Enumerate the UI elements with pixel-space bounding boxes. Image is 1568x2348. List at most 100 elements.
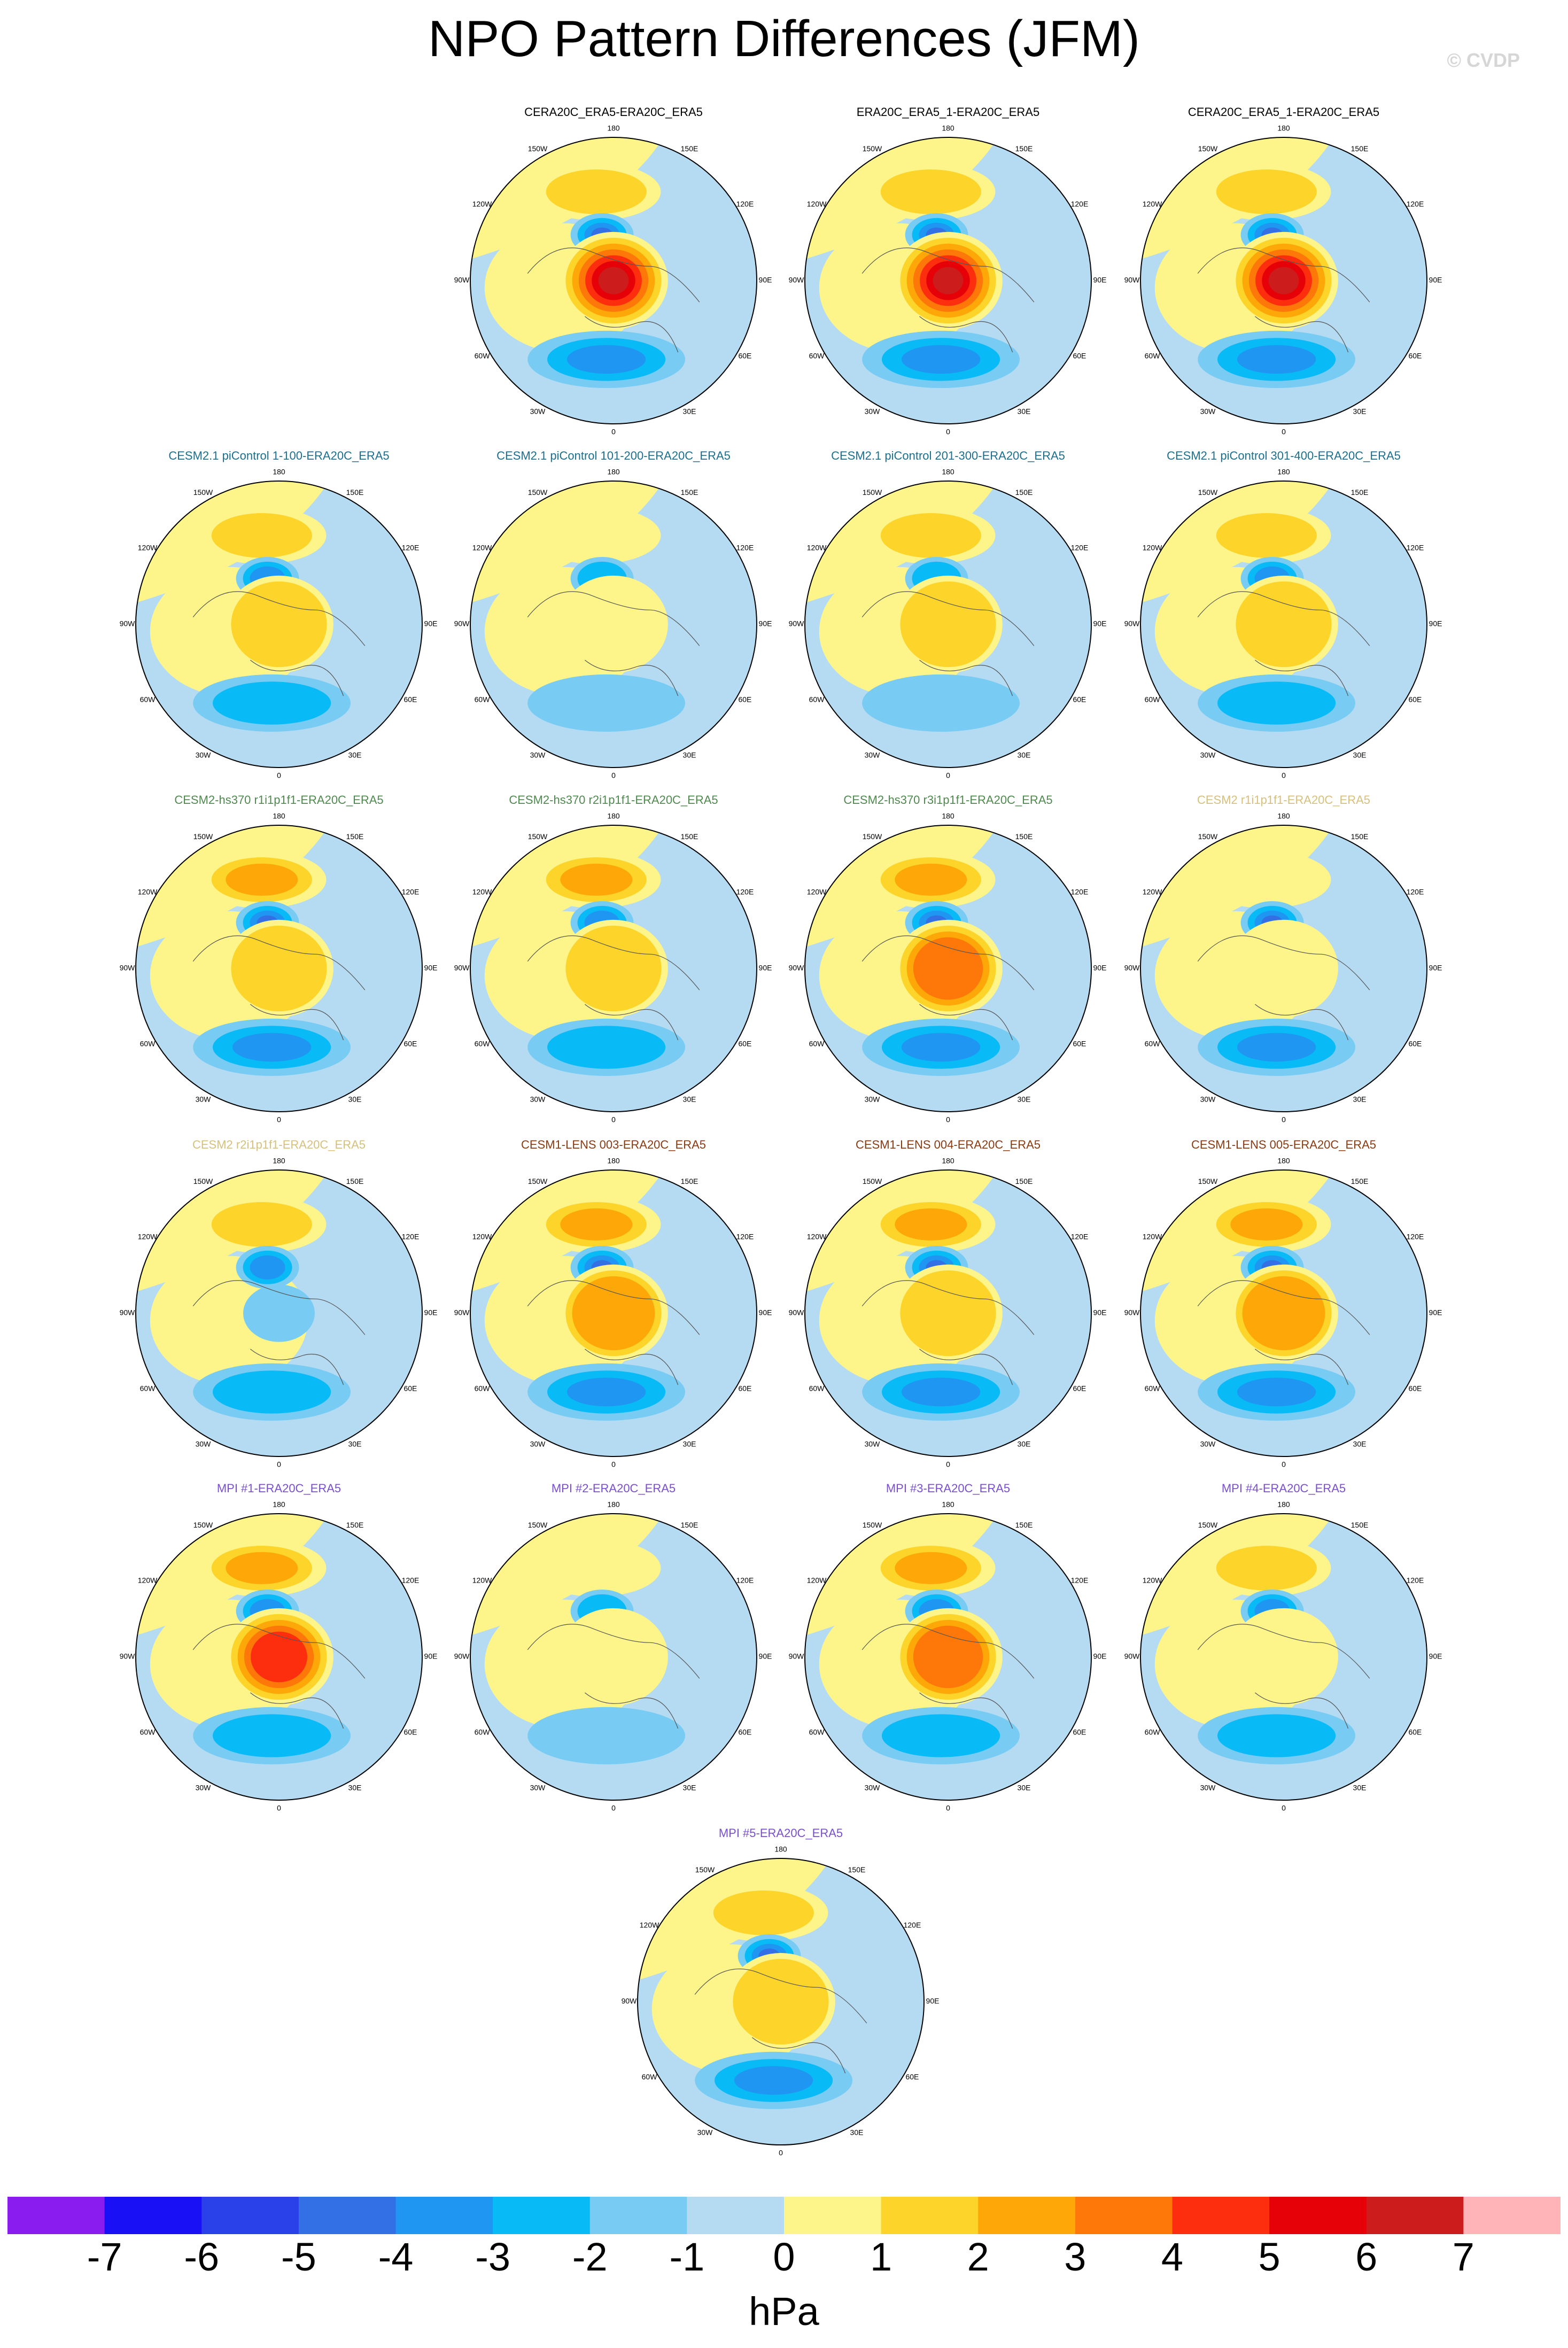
longitude-label: 150W xyxy=(193,488,213,497)
longitude-label: 90E xyxy=(1093,1308,1107,1317)
longitude-label: 180 xyxy=(942,1157,954,1165)
longitude-label: 90E xyxy=(1093,619,1107,628)
longitude-label: 90E xyxy=(926,1997,940,2005)
longitude-label: 30W xyxy=(1200,1784,1216,1792)
longitude-label: 60E xyxy=(1408,1384,1422,1393)
longitude-label: 90E xyxy=(759,1308,772,1317)
longitude-label: 90E xyxy=(759,1652,772,1661)
longitude-label: 60W xyxy=(140,695,156,704)
longitude-label: 150E xyxy=(1351,1177,1369,1185)
longitude-label: 150E xyxy=(1015,144,1033,153)
longitude-label: 60W xyxy=(140,1384,156,1393)
longitude-label: 60E xyxy=(738,1384,751,1393)
longitude-label: 60E xyxy=(403,695,417,704)
map-panel: CESM2 r2i1p1f1-ERA20C_ERA5 180 150E 120E 90E… xyxy=(120,1138,438,1469)
longitude-label: 30W xyxy=(530,1095,546,1104)
colorbar-swatch xyxy=(1366,2197,1464,2234)
longitude-label: 120W xyxy=(1143,1233,1162,1241)
longitude-label: 180 xyxy=(607,1157,620,1165)
colorbar-tick-label: 7 xyxy=(1452,2235,1474,2279)
longitude-label: 90W xyxy=(789,276,805,284)
longitude-label: 120W xyxy=(1143,1576,1162,1585)
longitude-label: 60W xyxy=(475,1384,491,1393)
longitude-label: 150W xyxy=(863,1177,882,1185)
longitude-label: 30W xyxy=(697,2128,713,2137)
copyright-label: © CVDP xyxy=(1447,49,1520,71)
map-panel: CESM2.1 piControl 101-200-ERA20C_ERA5 180… xyxy=(454,449,772,780)
longitude-label: 90W xyxy=(454,964,470,972)
colorbar-swatch xyxy=(1269,2197,1367,2234)
colorbar-tick-label: -5 xyxy=(281,2235,316,2279)
longitude-label: 60W xyxy=(475,1040,491,1048)
longitude-label: 150E xyxy=(1015,488,1033,497)
longitude-label: 150E xyxy=(1351,832,1369,841)
longitude-label: 30E xyxy=(1353,1440,1367,1448)
longitude-label: 30E xyxy=(348,1784,362,1792)
longitude-label: 150E xyxy=(681,832,698,841)
longitude-label: 120W xyxy=(807,200,827,208)
longitude-label: 30W xyxy=(1200,407,1216,416)
colorbar-swatch xyxy=(784,2197,882,2234)
longitude-label: 150E xyxy=(681,1521,698,1529)
longitude-label: 60W xyxy=(140,1040,156,1048)
longitude-label: 60W xyxy=(1145,352,1161,360)
map-panel: CESM2.1 piControl 301-400-ERA20C_ERA5 180… xyxy=(1124,449,1442,780)
longitude-label: 0 xyxy=(1282,771,1286,780)
longitude-label: 120E xyxy=(402,1576,420,1585)
longitude-label: 90E xyxy=(759,619,772,628)
longitude-label: 150W xyxy=(1198,832,1218,841)
longitude-label: 30E xyxy=(348,1095,362,1104)
longitude-label: 150E xyxy=(1015,1177,1033,1185)
colorbar-swatch xyxy=(493,2197,591,2234)
longitude-label: 120W xyxy=(138,544,158,552)
panel-title: CESM1-LENS 005-ERA20C_ERA5 xyxy=(1191,1138,1376,1151)
longitude-label: 90E xyxy=(1429,964,1442,972)
longitude-label: 30W xyxy=(530,751,546,760)
colorbar-swatch xyxy=(1172,2197,1270,2234)
longitude-label: 180 xyxy=(1277,124,1290,133)
longitude-label: 150W xyxy=(1198,1521,1218,1529)
longitude-label: 60E xyxy=(1408,1728,1422,1737)
panel-title: CESM2.1 piControl 201-300-ERA20C_ERA5 xyxy=(831,449,1065,462)
longitude-label: 120W xyxy=(1143,200,1162,208)
panel-title: CESM2.1 piControl 1-100-ERA20C_ERA5 xyxy=(168,449,389,462)
colorbar xyxy=(7,2197,1561,2234)
longitude-label: 30E xyxy=(1018,1095,1031,1104)
panel-title: CESM2.1 piControl 101-200-ERA20C_ERA5 xyxy=(496,449,731,462)
longitude-label: 90W xyxy=(1124,1652,1140,1661)
longitude-label: 90W xyxy=(454,619,470,628)
longitude-label: 0 xyxy=(946,771,950,780)
longitude-label: 90E xyxy=(424,1652,438,1661)
longitude-label: 30E xyxy=(1353,1095,1367,1104)
longitude-label: 90W xyxy=(1124,964,1140,972)
panel-title: CESM1-LENS 004-ERA20C_ERA5 xyxy=(856,1138,1041,1151)
longitude-label: 150E xyxy=(1351,488,1369,497)
longitude-label: 150W xyxy=(528,1521,548,1529)
longitude-label: 90W xyxy=(789,1652,805,1661)
longitude-label: 150W xyxy=(1198,488,1218,497)
longitude-label: 0 xyxy=(1282,1460,1286,1469)
panel-title: CESM2-hs370 r2i1p1f1-ERA20C_ERA5 xyxy=(509,793,718,807)
longitude-label: 90W xyxy=(120,619,136,628)
longitude-label: 60W xyxy=(1145,695,1161,704)
longitude-label: 180 xyxy=(942,124,954,133)
longitude-label: 90W xyxy=(454,276,470,284)
colorbar-swatch xyxy=(7,2197,105,2234)
longitude-label: 0 xyxy=(946,1460,950,1469)
longitude-label: 60W xyxy=(1145,1384,1161,1393)
map-panel: CESM2-hs370 r2i1p1f1-ERA20C_ERA5 180 150E 1… xyxy=(454,793,772,1124)
longitude-label: 150W xyxy=(193,832,213,841)
longitude-label: 120E xyxy=(736,1576,754,1585)
longitude-label: 120E xyxy=(736,1233,754,1241)
longitude-label: 150E xyxy=(346,832,364,841)
longitude-label: 30E xyxy=(348,1440,362,1448)
colorbar-swatch xyxy=(104,2197,202,2234)
longitude-label: 30E xyxy=(683,1440,696,1448)
longitude-label: 90W xyxy=(789,964,805,972)
map-panel: MPI #2-ERA20C_ERA5 180 150E 120E 90E 60E 30E 0 3… xyxy=(454,1482,772,1812)
longitude-label: 0 xyxy=(277,771,281,780)
figure-title: NPO Pattern Differences (JFM) xyxy=(428,10,1140,67)
longitude-label: 30W xyxy=(530,407,546,416)
colorbar-swatch xyxy=(687,2197,785,2234)
